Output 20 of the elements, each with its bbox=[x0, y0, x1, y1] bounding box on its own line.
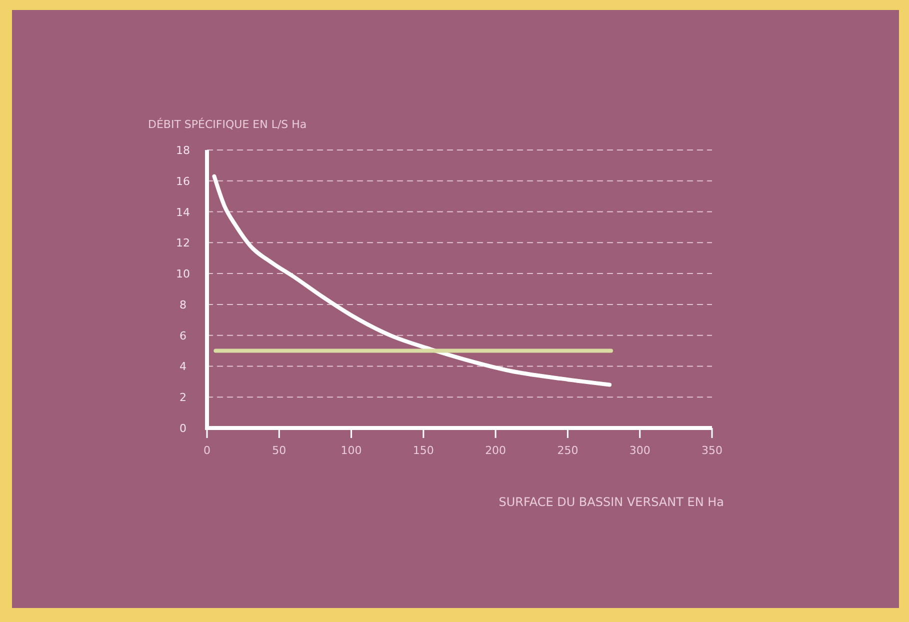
y-tick-label: 14 bbox=[176, 206, 190, 219]
y-tick-label: 8 bbox=[180, 298, 186, 312]
y-tick-label: 6 bbox=[180, 329, 186, 342]
x-tick-label: 300 bbox=[629, 444, 650, 457]
x-tick-label: 0 bbox=[204, 444, 210, 457]
y-tick-label: 16 bbox=[176, 174, 190, 188]
y-tick-label: 18 bbox=[176, 144, 190, 157]
y-axis-title: DÉBIT SPÉCIFIQUE EN L/S Ha bbox=[148, 117, 307, 131]
x-tick-label: 100 bbox=[340, 444, 362, 457]
x-tick-label: 50 bbox=[272, 444, 286, 457]
x-tick-label: 350 bbox=[702, 444, 722, 457]
x-tick-label: 250 bbox=[557, 444, 578, 457]
y-tick-label: 12 bbox=[176, 236, 190, 250]
x-tick-label: 150 bbox=[412, 444, 434, 457]
y-tick-label: 0 bbox=[180, 422, 186, 435]
y-tick-label: 2 bbox=[180, 391, 186, 404]
y-tick-label: 4 bbox=[180, 360, 186, 374]
x-axis-title: SURFACE DU BASSIN VERSANT EN Ha bbox=[498, 495, 724, 509]
x-tick-label: 200 bbox=[485, 444, 506, 457]
y-tick-label: 10 bbox=[176, 268, 190, 281]
